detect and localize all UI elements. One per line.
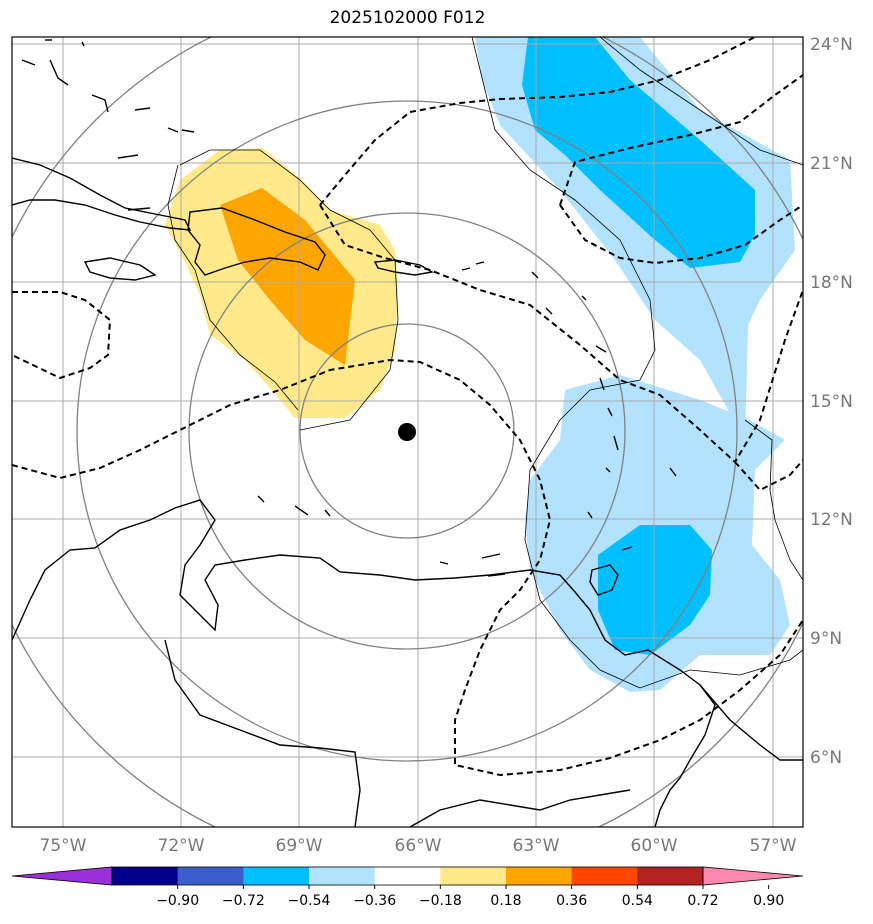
colorbar-extend-low (11, 866, 113, 886)
colorbar: −0.90 −0.72 −0.54 −0.36 −0.18 0.18 0.36 0.54 0.7… (11, 866, 804, 909)
lon-label: 63°W (513, 836, 560, 856)
colorbar-segment (243, 867, 310, 885)
colorbar-segment (374, 867, 441, 885)
positive-shading (165, 148, 398, 418)
lat-label: 21°N (810, 154, 853, 174)
lat-label: 6°N (810, 748, 842, 768)
colorbar-extend-high (702, 866, 804, 886)
colorbar-tick-label: 0.36 (556, 893, 587, 909)
colorbar-segment (177, 867, 244, 885)
lon-label: 57°W (750, 836, 797, 856)
colorbar-tick-label: 0.90 (753, 893, 784, 909)
lon-label: 66°W (395, 836, 442, 856)
lat-label: 24°N (810, 35, 853, 55)
latitude-labels: 24°N 21°N 18°N 15°N 12°N 9°N 6°N (810, 35, 853, 768)
coastlines (12, 39, 803, 827)
lon-label: 75°W (40, 836, 87, 856)
colorbar-tick-label: −0.36 (353, 893, 396, 909)
colorbar-segment (637, 867, 704, 885)
colorbar-tick-label: −0.18 (419, 893, 462, 909)
thin-contours (167, 37, 803, 689)
colorbar-tick-label: 0.18 (490, 893, 521, 909)
colorbar-tick-label: 0.72 (687, 893, 718, 909)
map-title: 2025102000 F012 (329, 8, 486, 28)
colorbar-segment (571, 867, 638, 885)
colorbar-segment (440, 867, 507, 885)
colorbar-frame (111, 866, 704, 886)
lat-label: 18°N (810, 273, 853, 293)
colorbar-tick-label: −0.90 (156, 893, 199, 909)
longitude-labels: 75°W 72°W 69°W 66°W 63°W 60°W 57°W (40, 836, 797, 856)
lon-label: 60°W (631, 836, 678, 856)
dashed-contours (12, 37, 803, 777)
colorbar-segment (112, 867, 179, 885)
colorbar-segment (506, 867, 573, 885)
range-rings (12, 37, 803, 827)
negative-shading-south (525, 375, 790, 692)
colorbar-segment (309, 867, 376, 885)
lat-label: 12°N (810, 510, 853, 530)
lat-label: 15°N (810, 392, 853, 412)
lon-label: 72°W (158, 836, 205, 856)
graticule (12, 37, 803, 827)
colorbar-tick-label: 0.54 (622, 893, 653, 909)
map-frame (11, 36, 804, 828)
lon-label: 69°W (276, 836, 323, 856)
lat-label: 9°N (810, 629, 842, 649)
colorbar-tick-label: −0.72 (222, 893, 265, 909)
colorbar-tick-label: −0.54 (288, 893, 331, 909)
storm-center-marker (398, 423, 416, 441)
